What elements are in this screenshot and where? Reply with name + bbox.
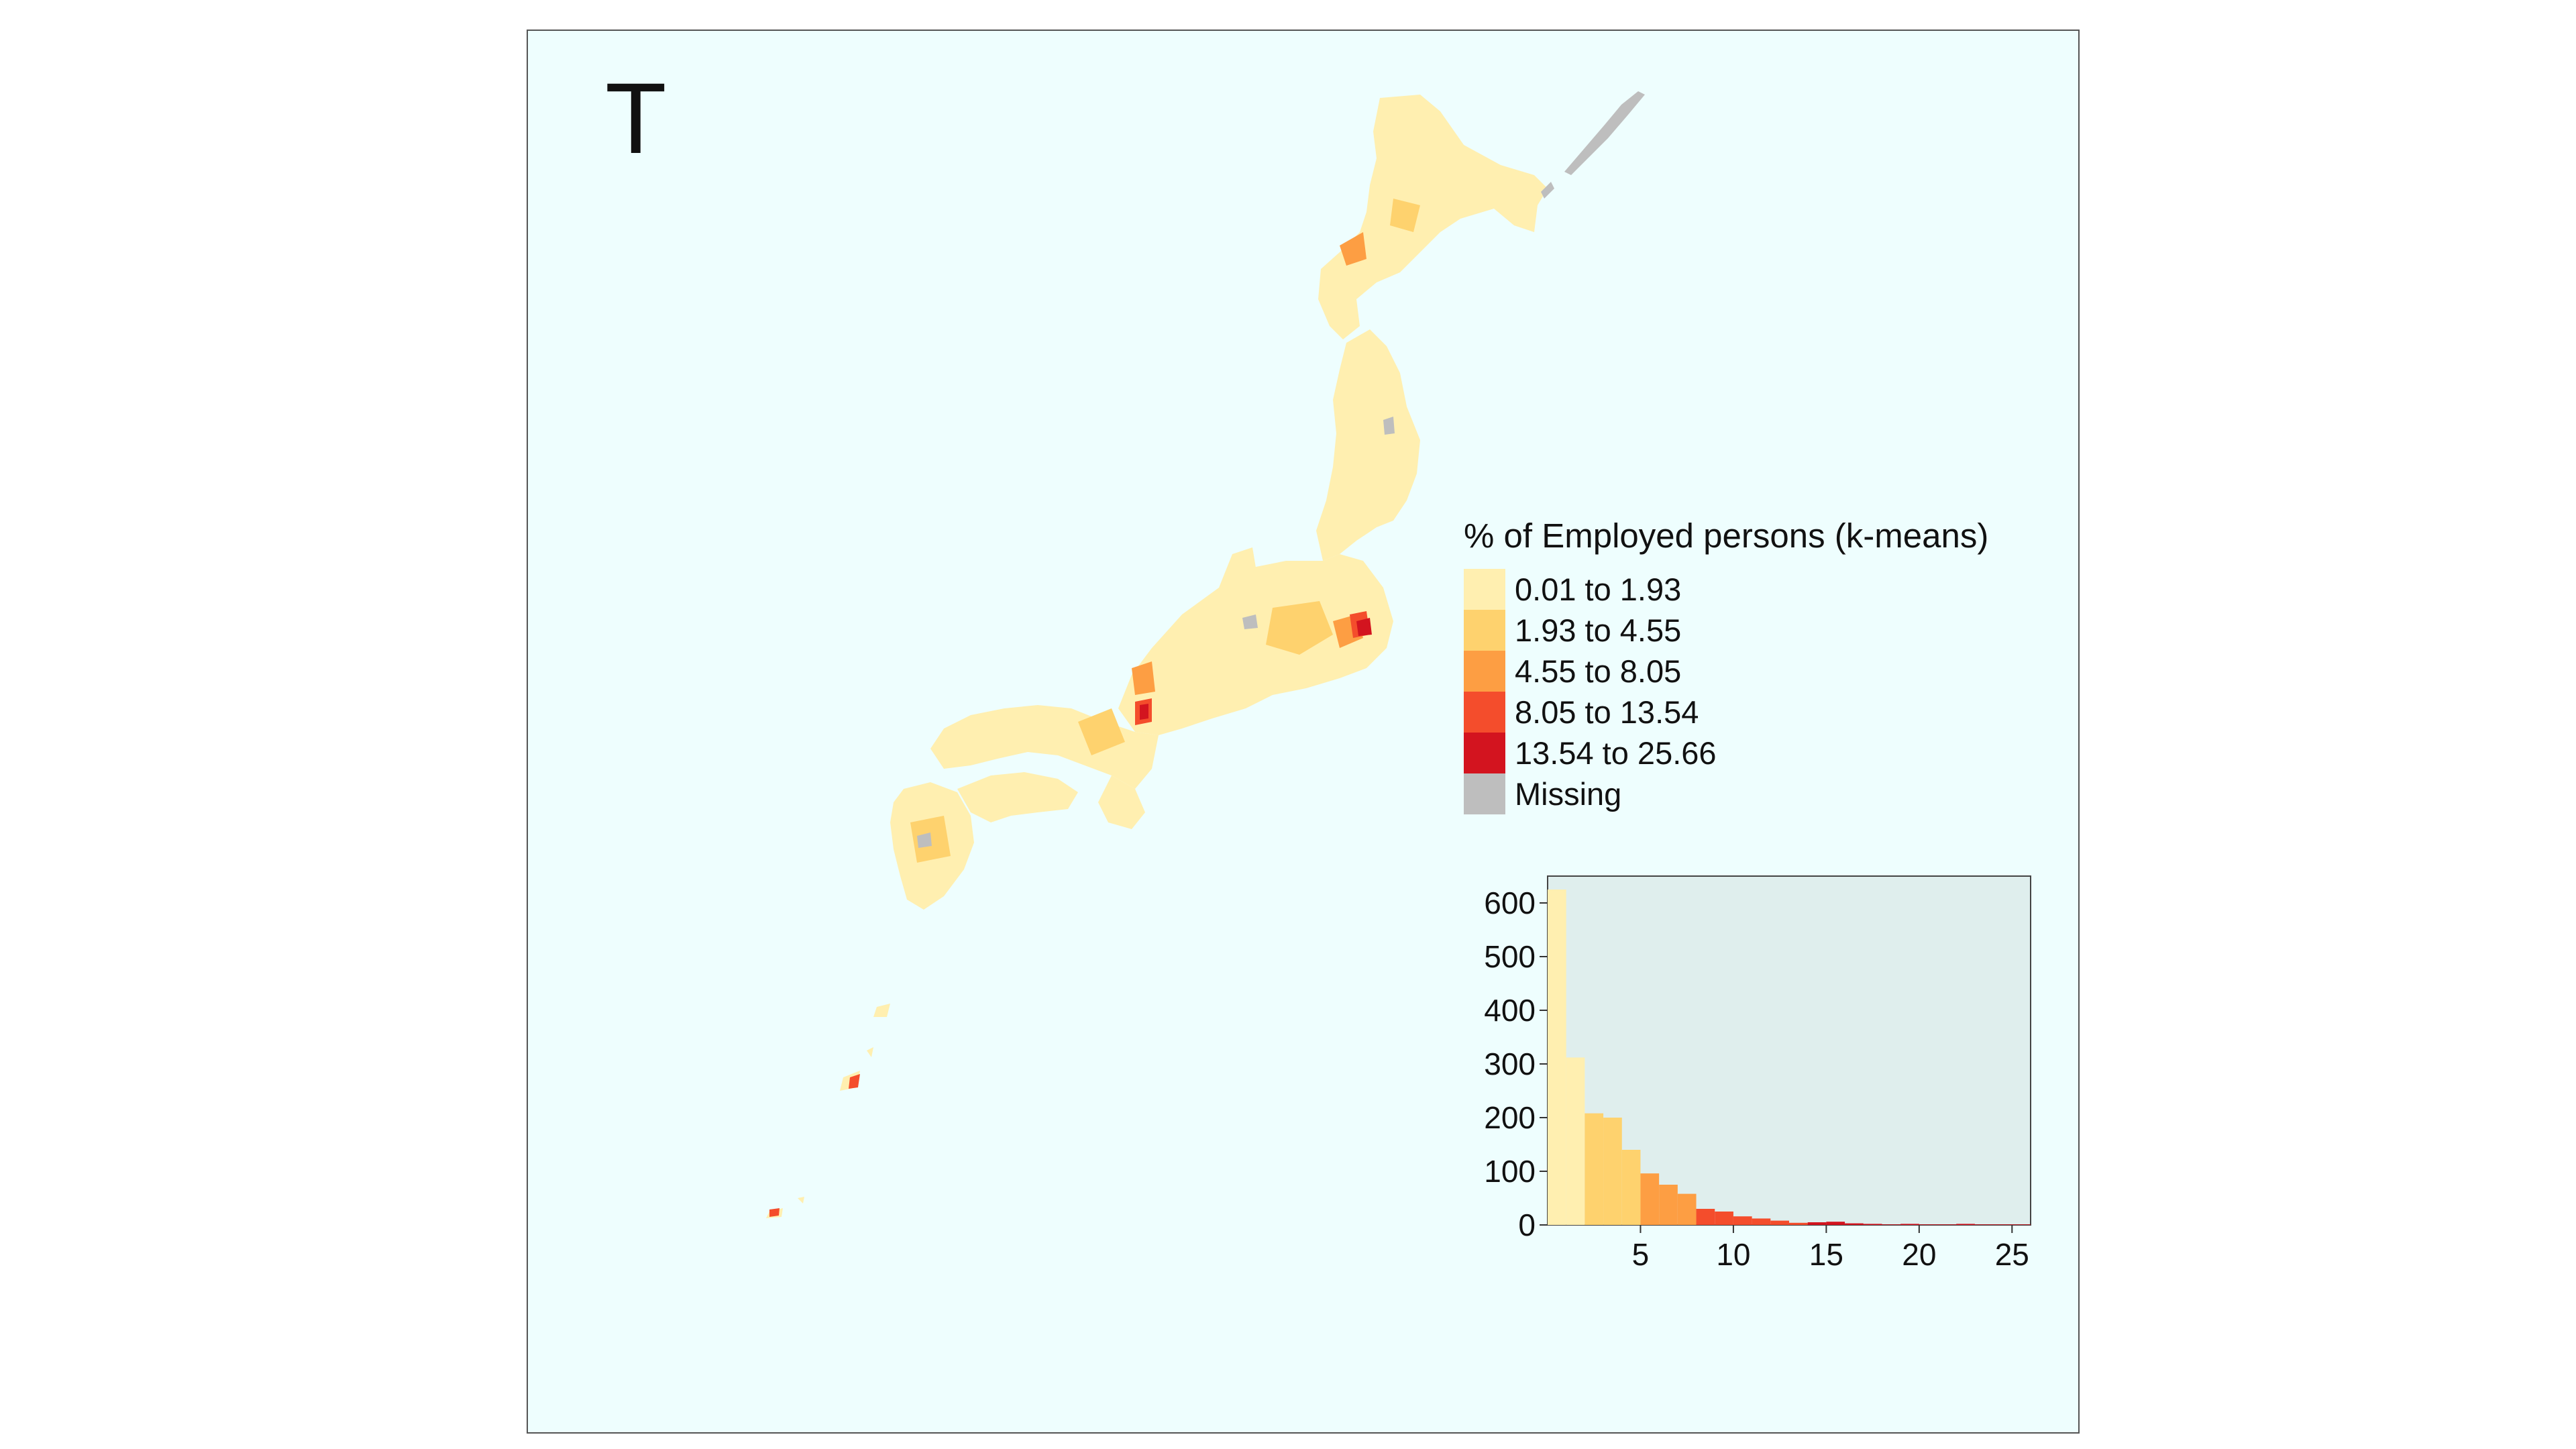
legend-swatch	[1464, 610, 1505, 651]
tohoku-region	[1316, 329, 1420, 561]
y-tick-label: 400	[1484, 993, 1536, 1028]
y-tick-label: 200	[1484, 1100, 1536, 1135]
legend-label: 0.01 to 1.93	[1515, 572, 1682, 607]
japan-choropleth-map	[766, 91, 1645, 1218]
histogram-bar	[1677, 1193, 1697, 1225]
y-tick-label: 0	[1518, 1208, 1536, 1242]
legend: % of Employed persons (k-means) 0.01 to …	[1464, 516, 1988, 814]
legend-swatch	[1464, 773, 1505, 814]
histogram-bar	[1900, 1224, 1919, 1225]
legend-title: % of Employed persons (k-means)	[1464, 517, 1989, 555]
histogram-bar	[1640, 1173, 1660, 1225]
legend-swatch	[1464, 569, 1505, 610]
kii-peninsula	[1098, 775, 1145, 829]
legend-label: 1.93 to 4.55	[1515, 612, 1682, 648]
histogram-bar	[1566, 1057, 1585, 1225]
histogram-bar	[1752, 1218, 1771, 1225]
legend-item: 4.55 to 8.05	[1464, 651, 1988, 692]
map-panel: T % of Employed persons (k-means) 0.01 t…	[527, 30, 2080, 1434]
legend-label: 13.54 to 25.66	[1515, 735, 1717, 771]
x-tick-label: 10	[1716, 1237, 1750, 1272]
legend-label: 8.05 to 13.54	[1515, 694, 1699, 730]
x-tick-label: 25	[1995, 1237, 2029, 1272]
x-tick-label: 5	[1632, 1237, 1650, 1272]
legend-label: Missing	[1515, 776, 1622, 812]
legend-item: Missing	[1464, 773, 1988, 814]
y-tick-label: 300	[1484, 1046, 1536, 1081]
histogram-bar	[1974, 1224, 1994, 1225]
histogram-bar	[1937, 1224, 1957, 1225]
histogram-bar	[1585, 1113, 1604, 1225]
legend-item: 8.05 to 13.54	[1464, 692, 1988, 733]
legend-swatch	[1464, 651, 1505, 692]
histogram-bar	[1789, 1222, 1808, 1225]
kuril-islands	[1541, 91, 1645, 199]
x-tick-label: 15	[1809, 1237, 1843, 1272]
histogram-bar	[2012, 1224, 2031, 1225]
histogram-bar	[1863, 1224, 1882, 1225]
histogram-chart: 0 100 200 300 400 500 600 5 10 15 20 25	[1484, 875, 2031, 1272]
hokkaido-region	[1318, 95, 1548, 339]
histogram-bar	[1826, 1222, 1845, 1225]
legend-item: 1.93 to 4.55	[1464, 610, 1988, 651]
histogram-bar	[1882, 1224, 1901, 1225]
legend-label: 4.55 to 8.05	[1515, 653, 1682, 689]
histogram-bar	[1845, 1223, 1864, 1225]
panel-letter: T	[605, 62, 667, 174]
chubu-kanto-region	[1118, 554, 1393, 735]
histogram-bar	[1603, 1118, 1622, 1225]
histogram-bar	[1770, 1220, 1789, 1225]
x-tick-label: 20	[1902, 1237, 1936, 1272]
histogram-bar	[1733, 1216, 1752, 1225]
histogram-bar	[1621, 1150, 1641, 1225]
shikoku-region	[957, 772, 1078, 822]
y-tick-label: 100	[1484, 1154, 1536, 1189]
histogram-bar	[1715, 1212, 1733, 1225]
noto-peninsula	[1219, 547, 1256, 588]
legend-swatch	[1464, 733, 1505, 773]
histogram-bar	[1956, 1224, 1975, 1225]
ryukyu-islands	[766, 1004, 890, 1218]
y-tick-label: 600	[1484, 885, 1536, 920]
legend-item: 0.01 to 1.93	[1464, 569, 1988, 610]
histogram-bar	[1807, 1222, 1827, 1225]
histogram-bar	[1548, 890, 1566, 1225]
high-value-areas	[769, 199, 1420, 1217]
legend-swatch	[1464, 692, 1505, 733]
y-tick-label: 500	[1484, 939, 1536, 974]
histogram-bar	[1919, 1224, 1938, 1225]
legend-item: 13.54 to 25.66	[1464, 733, 1988, 773]
histogram-bar	[1993, 1224, 2012, 1225]
histogram-bar	[1696, 1209, 1715, 1225]
histogram-bar	[1659, 1185, 1678, 1225]
